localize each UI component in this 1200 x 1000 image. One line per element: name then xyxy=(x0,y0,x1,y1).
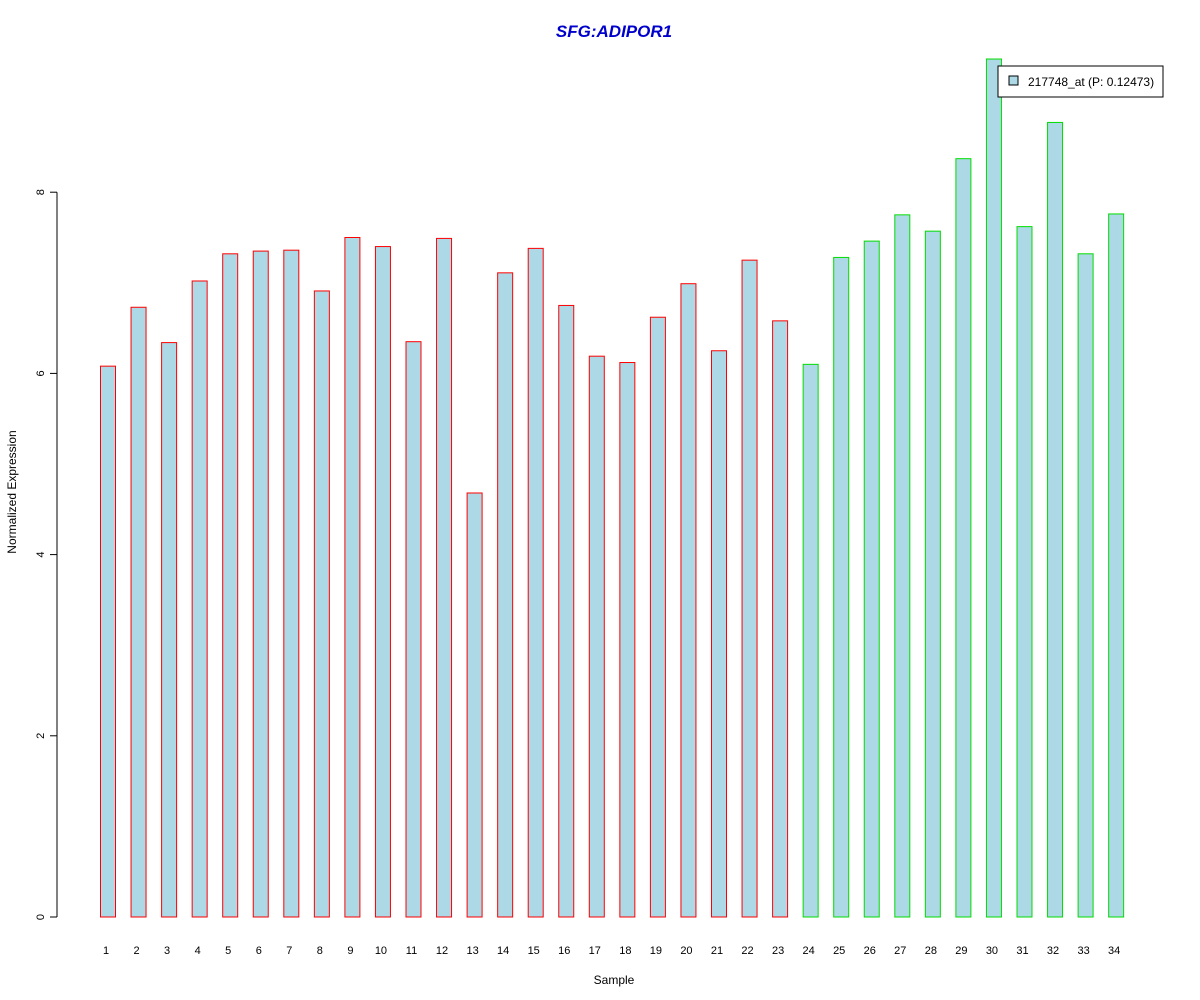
x-tick-label: 17 xyxy=(589,945,601,957)
bar-sample-10 xyxy=(374,246,391,918)
bars-group xyxy=(100,58,1125,918)
bar-sample-12 xyxy=(436,237,453,918)
bar-sample-18 xyxy=(619,362,636,918)
x-tick-label: 16 xyxy=(558,945,570,957)
x-tick-label: 18 xyxy=(619,945,631,957)
y-tick-label: 2 xyxy=(35,733,47,739)
bar-sample-25 xyxy=(833,256,850,918)
legend-swatch xyxy=(1008,75,1019,86)
x-tick-labels: 1 2 3 4 5 6 7 8 9 10 11 12 13 14 15 16 17 18 19 20 21 22 23 24 2… xyxy=(103,945,1120,957)
legend-box xyxy=(997,65,1164,98)
bar-sample-27 xyxy=(894,214,911,918)
x-tick-label: 14 xyxy=(497,945,509,957)
bar-sample-34 xyxy=(1108,213,1125,918)
bar-sample-14 xyxy=(497,272,514,918)
bar-sample-8 xyxy=(313,290,330,918)
y-tick-label: 6 xyxy=(35,370,47,376)
bar-sample-17 xyxy=(588,355,605,918)
bar-sample-26 xyxy=(863,240,880,918)
bar-sample-16 xyxy=(558,304,575,918)
bar-sample-22 xyxy=(741,259,758,918)
x-axis-label: Sample xyxy=(594,973,635,987)
bar-sample-30 xyxy=(985,58,1002,918)
x-tick-label: 6 xyxy=(256,945,262,957)
bar-sample-29 xyxy=(955,158,972,918)
legend-label: 217748_at (P: 0.12473) xyxy=(1028,75,1154,89)
x-tick-label: 3 xyxy=(164,945,170,957)
y-tick-label: 0 xyxy=(35,914,47,920)
bar-sample-5 xyxy=(222,253,239,918)
x-tick-label: 1 xyxy=(103,945,109,957)
y-axis-label: Normalized Expression xyxy=(5,430,19,553)
bar-sample-6 xyxy=(252,250,269,918)
x-tick-label: 2 xyxy=(133,945,139,957)
x-tick-label: 11 xyxy=(406,945,417,957)
y-axis: 0 2 4 6 8 xyxy=(35,189,58,920)
x-tick-label: 15 xyxy=(528,945,540,957)
bar-sample-11 xyxy=(405,341,422,918)
x-tick-label: 27 xyxy=(894,945,906,957)
x-tick-label: 31 xyxy=(1016,945,1028,957)
x-tick-label: 5 xyxy=(225,945,231,957)
x-tick-label: 19 xyxy=(650,945,662,957)
x-tick-label: 8 xyxy=(317,945,323,957)
bar-sample-7 xyxy=(283,249,300,918)
bar-sample-19 xyxy=(649,316,666,918)
x-tick-label: 25 xyxy=(833,945,845,957)
y-tick-label: 4 xyxy=(35,552,47,558)
bar-sample-32 xyxy=(1047,121,1064,918)
x-tick-label: 20 xyxy=(680,945,692,957)
x-tick-label: 13 xyxy=(466,945,478,957)
x-tick-label: 28 xyxy=(925,945,937,957)
x-tick-label: 29 xyxy=(955,945,967,957)
bar-sample-1 xyxy=(100,365,116,918)
bar-sample-31 xyxy=(1016,226,1033,918)
x-tick-label: 32 xyxy=(1047,945,1059,957)
x-tick-label: 9 xyxy=(347,945,353,957)
x-tick-label: 4 xyxy=(195,945,201,957)
x-tick-label: 24 xyxy=(803,945,815,957)
bar-sample-20 xyxy=(680,283,697,918)
bar-sample-15 xyxy=(527,247,544,918)
x-tick-label: 12 xyxy=(436,945,448,957)
x-tick-label: 10 xyxy=(375,945,387,957)
x-tick-label: 34 xyxy=(1108,945,1120,957)
x-tick-label: 21 xyxy=(711,945,723,957)
bar-sample-13 xyxy=(466,492,483,918)
bar-sample-23 xyxy=(772,320,789,918)
bar-sample-9 xyxy=(344,237,361,918)
x-tick-label: 22 xyxy=(741,945,753,957)
bar-sample-21 xyxy=(711,350,727,918)
x-tick-label: 23 xyxy=(772,945,784,957)
x-tick-label: 7 xyxy=(286,945,292,957)
x-tick-label: 30 xyxy=(986,945,998,957)
chart-title: SFG:ADIPOR1 xyxy=(556,22,672,41)
x-tick-label: 26 xyxy=(864,945,876,957)
bar-sample-33 xyxy=(1077,253,1094,918)
legend: 217748_at (P: 0.12473) xyxy=(997,65,1164,98)
x-tick-label: 33 xyxy=(1077,945,1089,957)
bar-sample-24 xyxy=(802,363,819,918)
bar-sample-4 xyxy=(191,280,208,918)
y-tick-label: 8 xyxy=(35,189,47,195)
bar-sample-3 xyxy=(161,342,178,918)
bar-sample-28 xyxy=(924,230,941,918)
bar-sample-2 xyxy=(130,306,147,918)
